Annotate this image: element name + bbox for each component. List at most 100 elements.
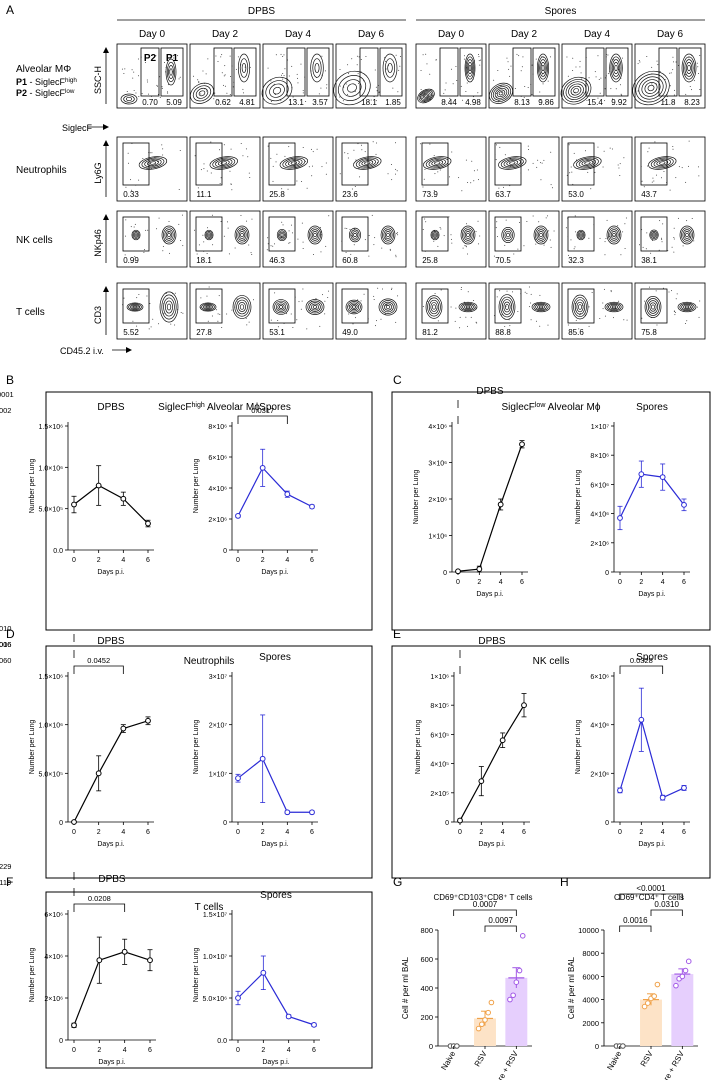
contour-line [462,227,474,243]
x-tick-label: 2 [477,579,481,586]
contour-line [269,83,285,98]
gate-percent-p2: 0.62 [215,98,231,107]
event-dot [353,149,355,151]
event-dot [652,177,654,179]
event-dot [376,142,378,144]
gate-percent-p2: 15.4 [587,98,603,107]
event-dot [498,187,500,189]
flow-plot-frame [335,43,407,109]
event-dot [253,299,255,301]
event-dot [213,98,215,100]
x-axis-label-cd452: CD45.2 i.v. [60,346,104,356]
panel-letter-g: G [393,875,402,889]
contour-line [285,158,303,168]
contour-line [683,304,691,310]
y-axis-arrowhead [103,214,109,220]
data-point [681,785,687,791]
event-dot [302,90,304,92]
row-label-2: NK cells [16,235,53,246]
data-point [641,1003,648,1010]
event-dot [647,151,649,153]
event-dot [440,228,442,230]
event-dot [615,88,617,90]
event-dot [519,222,521,224]
x-tick-label: 4 [121,829,125,836]
event-dot [456,80,458,82]
contour-line [681,53,697,83]
contour-line [353,156,382,170]
event-dot [465,316,467,318]
event-dot [673,238,675,240]
contour-line [276,228,288,242]
event-dot [535,58,537,60]
event-dot [351,58,353,60]
event-dot [656,60,658,62]
data-point [482,1017,488,1023]
contour-line [424,94,428,98]
contour-line [501,227,515,243]
event-dot [381,247,383,249]
x-tick-label: 0 [458,829,462,836]
contour-line [161,225,177,245]
event-dot [206,295,208,297]
contour-line [610,56,622,80]
event-dot [321,166,323,168]
event-dot [283,54,285,56]
event-dot [363,293,365,295]
event-dot [229,170,231,172]
event-dot [395,254,397,256]
x-axis-arrowhead [103,124,109,130]
contour-line [312,58,322,78]
event-dot [148,328,150,330]
event-dot [248,172,250,174]
y-axis-label-nkp46: NKp46 [93,229,103,257]
data-point [681,501,687,508]
data-point [499,737,506,744]
event-dot [141,93,143,95]
event-dot [648,286,650,288]
contour-line [290,161,297,165]
gate-percent-p1: 4.98 [465,98,481,107]
contour-line [535,227,547,243]
contour-line [165,58,177,86]
gate-p1 [233,47,257,97]
event-dot [603,288,605,290]
event-dot [686,220,688,222]
event-dot [125,184,127,186]
contour-line [648,156,677,170]
panel-box-b [45,391,373,631]
event-dot [504,326,506,328]
contour-line [490,84,512,103]
contour-line [571,294,589,320]
data-point [513,979,520,986]
contour-line [606,225,622,245]
event-dot [588,237,590,239]
event-dot [302,248,304,250]
event-dot [397,234,399,236]
gate-percent: 43.7 [641,190,657,199]
event-dot [144,249,146,251]
event-dot [510,65,512,67]
event-dot [344,152,346,154]
event-dot [281,221,283,223]
contour-line [279,305,283,309]
event-dot [517,310,519,312]
event-dot [223,75,225,77]
event-dot [373,244,375,246]
event-dot [168,231,170,233]
gate-p1 [160,47,184,97]
event-dot [539,162,541,164]
contour-line [581,160,594,166]
event-dot [167,91,169,93]
contour-line [652,233,656,237]
y-axis-title: Number per Lung [193,948,200,1003]
event-dot [466,246,468,248]
gate-percent: 18.1 [196,256,212,265]
contour-line [380,225,396,245]
gate-box [268,288,296,324]
contour-line [687,64,691,72]
series-line [457,444,523,572]
event-dot [570,239,572,241]
event-dot [324,313,326,315]
event-dot [637,63,639,65]
